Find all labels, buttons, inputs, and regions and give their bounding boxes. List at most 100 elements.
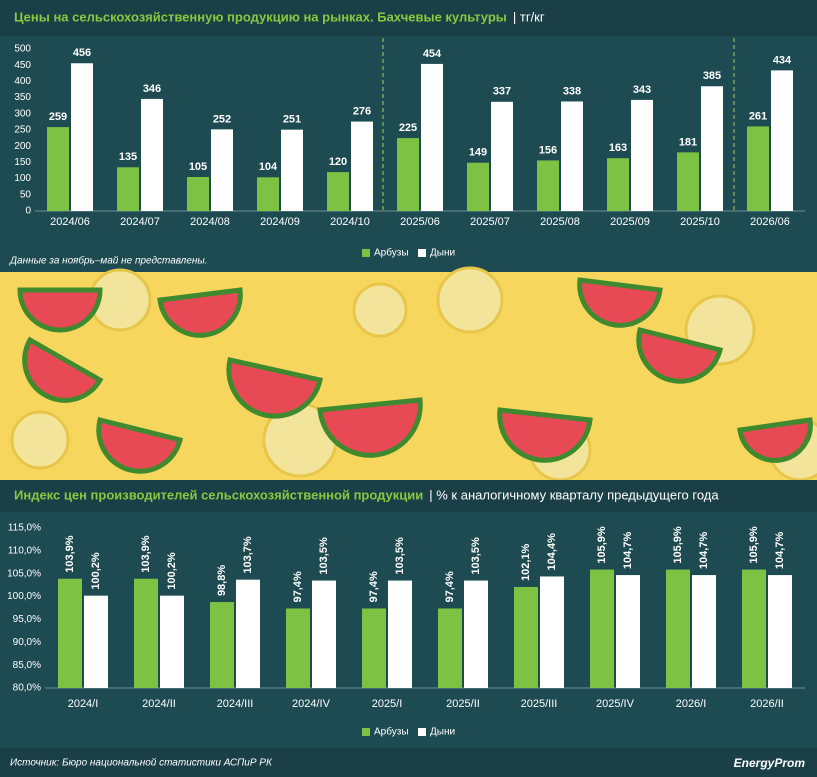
x-tick-label: 2024/I [68, 698, 99, 710]
y-tick-label: 100,0% [7, 591, 41, 602]
legend-label: Дыни [430, 248, 455, 259]
bar [438, 608, 462, 688]
chart-title: Индекс цен производителей сельскохозяйст… [14, 487, 423, 502]
bar [187, 176, 209, 211]
y-tick-label: 110,0% [8, 545, 41, 556]
bar [701, 86, 723, 211]
bar [211, 129, 233, 211]
bar [141, 98, 163, 211]
bar [257, 177, 279, 211]
data-label: 97,4% [368, 571, 380, 602]
bar [134, 578, 158, 688]
data-label: 97,4% [292, 571, 304, 602]
legend-label: Арбузы [374, 247, 409, 259]
y-tick-label: 115,0% [8, 523, 41, 534]
data-label: 103,9% [140, 535, 152, 573]
legend-swatch [418, 728, 426, 736]
data-label: 225 [399, 122, 417, 134]
data-label: 434 [773, 54, 792, 66]
data-label: 261 [749, 110, 767, 122]
data-label: 104,7% [774, 532, 786, 570]
x-tick-label: 2024/IV [292, 698, 331, 710]
logo: EnergyProm [734, 756, 806, 770]
data-label: 163 [609, 142, 627, 154]
data-label: 103,7% [242, 536, 254, 574]
x-tick-label: 2024/08 [190, 216, 230, 228]
bar [362, 608, 386, 688]
chart-subtitle: | % к аналогичному кварталу предыдущего … [429, 487, 719, 502]
y-tick-label: 100 [14, 173, 31, 184]
data-label: 135 [119, 151, 137, 163]
chart-title: Цены на сельскохозяйственную продукцию н… [14, 9, 507, 24]
bar [607, 158, 629, 211]
x-tick-label: 2025/IV [596, 698, 635, 710]
footer [0, 748, 817, 777]
data-label: 181 [679, 136, 697, 148]
y-tick-label: 85,0% [13, 660, 41, 671]
bar [327, 172, 349, 211]
bar [210, 602, 234, 688]
data-label: 385 [703, 70, 721, 82]
data-label: 251 [283, 114, 301, 126]
bar [236, 579, 260, 688]
x-tick-label: 2024/10 [330, 216, 370, 228]
bar [351, 121, 373, 211]
data-label: 156 [539, 144, 557, 156]
bar [616, 575, 640, 688]
source: Источник: Бюро национальной статистики А… [10, 758, 273, 769]
data-label: 103,5% [394, 537, 406, 575]
note: Данные за ноябрь–май не представлены. [9, 255, 208, 267]
bar [281, 129, 303, 211]
x-tick-label: 2025/09 [610, 216, 650, 228]
data-label: 100,2% [90, 552, 102, 590]
y-tick-label: 90,0% [13, 637, 41, 648]
data-label: 259 [49, 111, 67, 123]
data-label: 105 [189, 161, 207, 173]
bar [631, 99, 653, 211]
data-label: 98,8% [216, 565, 228, 596]
bar [771, 70, 793, 211]
bar [58, 578, 82, 688]
y-tick-label: 105,0% [7, 568, 41, 579]
data-label: 104,7% [698, 532, 710, 570]
x-tick-label: 2024/07 [120, 216, 160, 228]
bar [397, 138, 419, 211]
x-tick-label: 2024/II [142, 698, 176, 710]
chart-subtitle: | тг/кг [513, 9, 545, 24]
x-tick-label: 2024/09 [260, 216, 300, 228]
bar [47, 127, 69, 211]
x-tick-label: 2026/I [676, 698, 707, 710]
data-label: 338 [563, 85, 581, 97]
y-tick-label: 80,0% [13, 683, 41, 694]
data-label: 102,1% [520, 543, 532, 581]
y-tick-label: 500 [14, 44, 31, 55]
data-label: 103,5% [318, 537, 330, 575]
title-bar [0, 480, 817, 512]
x-tick-label: 2025/III [521, 698, 558, 710]
bar [677, 152, 699, 211]
y-tick-label: 150 [14, 157, 31, 168]
data-label: 346 [143, 83, 161, 95]
bar [71, 63, 93, 212]
legend-swatch [362, 249, 370, 257]
bar [666, 569, 690, 688]
data-label: 343 [633, 84, 651, 96]
title-bar [0, 0, 817, 36]
x-tick-label: 2025/I [372, 698, 403, 710]
data-label: 337 [493, 86, 511, 98]
data-label: 103,9% [64, 535, 76, 573]
bar [117, 167, 139, 211]
y-tick-label: 350 [14, 92, 31, 103]
legend-label: Дыни [430, 727, 455, 738]
data-label: 454 [423, 48, 442, 60]
bar [768, 575, 792, 688]
bar [491, 101, 513, 211]
legend-swatch [362, 728, 370, 736]
bar [692, 575, 716, 688]
bar [742, 569, 766, 688]
data-label: 105,9% [748, 526, 760, 564]
data-label: 276 [353, 105, 371, 117]
x-tick-label: 2025/08 [540, 216, 580, 228]
legend-swatch [418, 249, 426, 257]
